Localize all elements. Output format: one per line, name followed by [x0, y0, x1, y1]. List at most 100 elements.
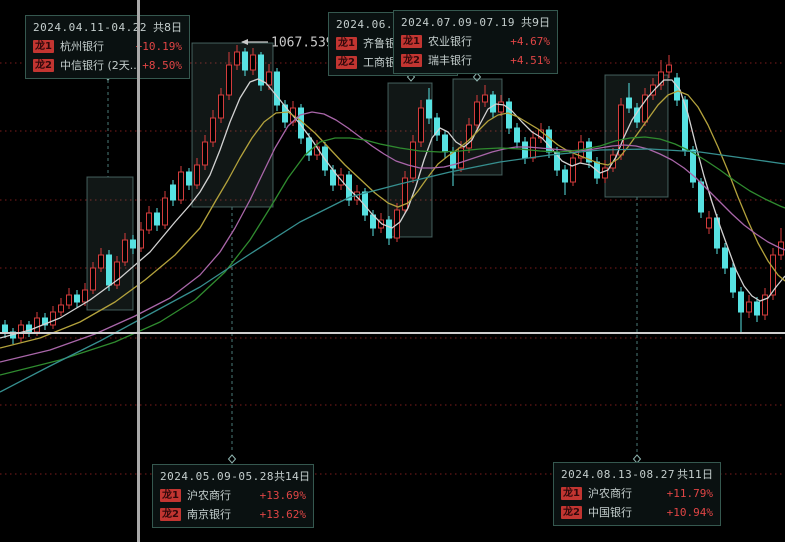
candle-body[interactable]	[642, 94, 648, 123]
ma-fast-white-line	[0, 78, 785, 339]
leader-row: 龙2 中信银行 (2天... +8.50%	[33, 57, 182, 74]
range-header: 2024.05.09-05.28 共14日	[160, 468, 310, 485]
rank-badge: 龙1	[336, 37, 357, 50]
candle-body[interactable]	[738, 291, 744, 313]
diamond-marker	[227, 454, 237, 464]
rank-badge: 龙2	[336, 56, 357, 69]
candle-body[interactable]	[346, 174, 352, 201]
range-info-box-aug: 2024.08.13-08.27 共11日 龙1 沪农商行 +11.79% 龙2…	[553, 462, 721, 526]
candle-body[interactable]	[162, 197, 168, 226]
candle-body[interactable]	[34, 317, 40, 333]
candle-body[interactable]	[562, 169, 568, 183]
candle-body[interactable]	[106, 254, 112, 286]
rank-badge: 龙1	[160, 489, 181, 502]
range-info-box-may: 2024.05.09-05.28 共14日 龙1 沪农商行 +13.69% 龙2…	[152, 464, 314, 528]
candle-body[interactable]	[402, 177, 408, 211]
range-date: 2024.08.13-08.27	[561, 468, 675, 481]
candle-body[interactable]	[130, 239, 136, 249]
candle-body[interactable]	[82, 289, 88, 303]
candle-body[interactable]	[114, 261, 120, 286]
candle-body[interactable]	[722, 247, 728, 269]
candle-body[interactable]	[514, 127, 520, 143]
candle-body[interactable]	[194, 164, 200, 186]
candle-body[interactable]	[634, 107, 640, 123]
candle-body[interactable]	[282, 104, 288, 123]
candle-body[interactable]	[210, 117, 216, 143]
candle-body[interactable]	[258, 54, 264, 86]
candle-body[interactable]	[426, 99, 432, 119]
rank-badge: 龙1	[33, 40, 54, 53]
candle-body[interactable]	[242, 51, 248, 71]
candle-body[interactable]	[506, 101, 512, 129]
candle-body[interactable]	[490, 94, 496, 113]
candle-body[interactable]	[626, 97, 632, 109]
candle-body[interactable]	[602, 167, 608, 179]
crosshair-vertical-line[interactable]	[137, 0, 140, 542]
range-header: 2024.04.11-04.22 共8日	[33, 19, 182, 36]
candle-body[interactable]	[706, 217, 712, 229]
candle-body[interactable]	[434, 117, 440, 136]
candle-body[interactable]	[122, 239, 128, 263]
candle-body[interactable]	[226, 64, 232, 96]
candle-body[interactable]	[98, 254, 104, 269]
candle-body[interactable]	[90, 267, 96, 291]
candle-body[interactable]	[698, 181, 704, 213]
candle-body[interactable]	[42, 317, 48, 326]
candle-body[interactable]	[250, 54, 256, 71]
candle-body[interactable]	[218, 94, 224, 119]
candle-body[interactable]	[650, 84, 656, 96]
candle-body[interactable]	[202, 141, 208, 166]
candle-body[interactable]	[2, 324, 8, 333]
candle-body[interactable]	[234, 51, 240, 66]
rank-badge: 龙1	[401, 35, 422, 48]
stock-change: +8.50%	[142, 59, 182, 72]
rank-badge: 龙2	[160, 508, 181, 521]
candle-body[interactable]	[146, 212, 152, 231]
candle-body[interactable]	[274, 71, 280, 106]
stock-name: 沪农商行	[587, 487, 632, 500]
candle-body[interactable]	[442, 134, 448, 153]
candle-body[interactable]	[170, 184, 176, 201]
stock-name: 农业银行	[427, 35, 472, 48]
ma-mid-yellow-line	[0, 90, 785, 349]
candle-body[interactable]	[666, 64, 672, 73]
candle-body[interactable]	[50, 311, 56, 326]
rank-badge: 龙2	[401, 54, 422, 67]
candle-body[interactable]	[266, 71, 272, 86]
candle-body[interactable]	[482, 94, 488, 103]
candle-body[interactable]	[770, 254, 776, 296]
range-header: 2024.08.13-08.27 共11日	[561, 466, 713, 483]
candle-body[interactable]	[418, 107, 424, 143]
candle-body[interactable]	[306, 137, 312, 156]
stock-change: +10.19%	[135, 40, 182, 53]
candle-body[interactable]	[754, 301, 760, 316]
range-info-box-jul: 2024.07.09-07.19 共9日 龙1 农业银行 +4.67% 龙2 瑞…	[393, 10, 558, 74]
range-date: 2024.04.11-04.22	[33, 21, 147, 34]
candle-body[interactable]	[498, 101, 504, 113]
candle-body[interactable]	[762, 294, 768, 316]
candle-body[interactable]	[458, 147, 464, 169]
candle-body[interactable]	[730, 267, 736, 293]
range-days: 共11日	[677, 468, 713, 481]
candle-body[interactable]	[178, 171, 184, 201]
candle-body[interactable]	[74, 294, 80, 303]
stock-change: +4.67%	[510, 35, 550, 48]
leader-row: 龙1 杭州银行 +10.19%	[33, 38, 182, 55]
crosshair-horizontal-line[interactable]	[0, 332, 785, 334]
candle-body[interactable]	[658, 71, 664, 86]
candle-body[interactable]	[186, 171, 192, 186]
candle-body[interactable]	[682, 99, 688, 151]
candle-body[interactable]	[466, 124, 472, 149]
candle-body[interactable]	[746, 301, 752, 313]
candle-body[interactable]	[66, 294, 72, 306]
candle-body[interactable]	[690, 149, 696, 183]
candle-body[interactable]	[474, 101, 480, 126]
candle-body[interactable]	[58, 304, 64, 313]
candle-body[interactable]	[154, 212, 160, 226]
leader-row: 龙2 瑞丰银行 +4.51%	[401, 52, 550, 69]
candle-body[interactable]	[570, 157, 576, 183]
candle-body[interactable]	[386, 219, 392, 239]
stock-change: +4.51%	[510, 54, 550, 67]
candle-body[interactable]	[410, 141, 416, 179]
